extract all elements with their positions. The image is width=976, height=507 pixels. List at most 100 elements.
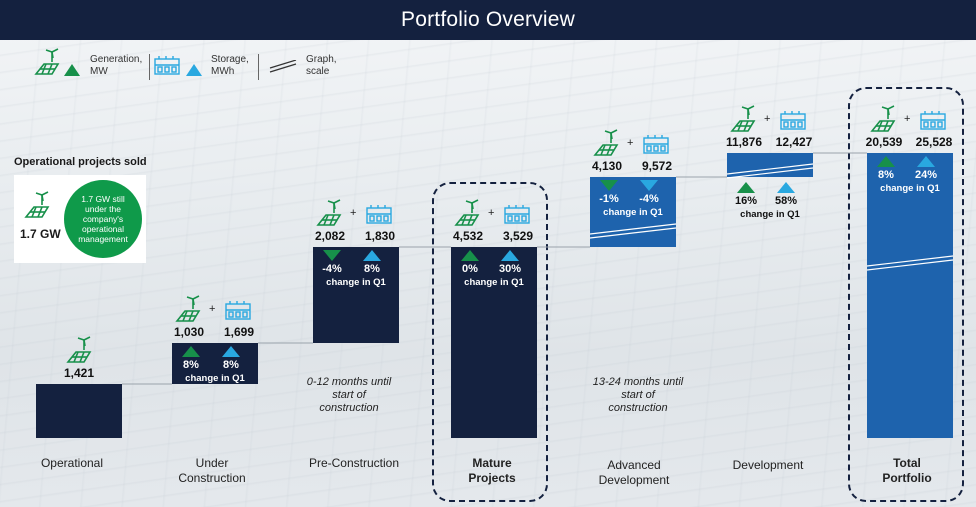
battery-storage-icon bbox=[366, 205, 392, 224]
category-label: Under Construction bbox=[178, 456, 246, 485]
change-label: change in Q1 bbox=[603, 207, 663, 218]
change-generation: 8% bbox=[183, 359, 199, 371]
storage-value: 12,427 bbox=[775, 135, 813, 149]
plus-sign: + bbox=[764, 113, 771, 125]
change-down-triangle-icon bbox=[323, 250, 341, 261]
generation-value: 4,532 bbox=[452, 229, 484, 243]
storage-triangle-icon bbox=[186, 64, 202, 76]
timeline-note: 13-24 months until start of construction bbox=[592, 376, 684, 414]
storage-value: 25,528 bbox=[915, 135, 953, 149]
scale-break-mark bbox=[589, 223, 677, 239]
legend-divider bbox=[258, 54, 259, 80]
bar bbox=[451, 247, 537, 438]
storage-value: 1,830 bbox=[364, 229, 396, 243]
change-generation: -4% bbox=[322, 263, 342, 275]
change-up-triangle-icon bbox=[461, 250, 479, 261]
solar-wind-icon bbox=[66, 336, 92, 363]
sold-note: 1.7 GW still under the company's operati… bbox=[78, 194, 128, 244]
category-label: Total Portfolio bbox=[882, 456, 932, 485]
solar-wind-icon bbox=[24, 191, 50, 218]
solar-wind-icon bbox=[34, 48, 60, 75]
plus-sign: + bbox=[627, 137, 634, 149]
mature-projects-highlight bbox=[432, 182, 548, 502]
change-up-triangle-icon bbox=[917, 156, 935, 167]
scale-break-mark bbox=[866, 255, 954, 271]
battery-storage-icon bbox=[643, 135, 669, 154]
generation-value: 4,130 bbox=[591, 159, 623, 173]
change-down-triangle-icon bbox=[600, 180, 618, 191]
change-up-triangle-icon bbox=[777, 182, 795, 193]
category-label: Operational bbox=[40, 456, 104, 470]
change-storage: 24% bbox=[914, 169, 938, 181]
change-up-triangle-icon bbox=[363, 250, 381, 261]
solar-wind-icon bbox=[316, 199, 342, 226]
battery-storage-icon bbox=[920, 111, 946, 130]
change-up-triangle-icon bbox=[222, 346, 240, 357]
change-storage: 8% bbox=[223, 359, 239, 371]
battery-storage-icon bbox=[154, 56, 180, 75]
storage-value: 3,529 bbox=[502, 229, 534, 243]
bar bbox=[36, 384, 122, 438]
change-up-triangle-icon bbox=[877, 156, 895, 167]
solar-wind-icon bbox=[454, 199, 480, 226]
plus-sign: + bbox=[209, 303, 216, 315]
change-storage: 8% bbox=[364, 263, 380, 275]
bar bbox=[313, 247, 399, 343]
change-up-triangle-icon bbox=[737, 182, 755, 193]
category-label: Development bbox=[732, 458, 804, 472]
plus-sign: + bbox=[904, 113, 911, 125]
plus-sign: + bbox=[350, 207, 357, 219]
change-label: change in Q1 bbox=[464, 277, 524, 288]
timeline-note: 0-12 months until start of construction bbox=[306, 376, 392, 414]
scale-break-mark bbox=[726, 163, 814, 179]
generation-value: 20,539 bbox=[865, 135, 903, 149]
legend-graph-label: Graph, scale bbox=[306, 54, 337, 77]
change-generation: 16% bbox=[734, 195, 758, 207]
solar-wind-icon bbox=[730, 105, 756, 132]
category-label: Advanced Development bbox=[598, 458, 670, 487]
battery-storage-icon bbox=[780, 111, 806, 130]
scale-break-icon bbox=[269, 60, 297, 73]
generation-value: 1,421 bbox=[63, 366, 95, 380]
change-label: change in Q1 bbox=[326, 277, 386, 288]
plus-sign: + bbox=[488, 207, 495, 219]
change-storage: 30% bbox=[498, 263, 522, 275]
page-title: Portfolio Overview bbox=[401, 8, 575, 31]
legend-generation-label: Generation, MW bbox=[90, 54, 143, 77]
legend-storage-label: Storage, MWh bbox=[211, 54, 249, 77]
storage-value: 9,572 bbox=[641, 159, 673, 173]
solar-wind-icon bbox=[175, 295, 201, 322]
storage-value: 1,699 bbox=[223, 325, 255, 339]
change-storage: -4% bbox=[639, 193, 659, 205]
change-up-triangle-icon bbox=[182, 346, 200, 357]
category-label: Mature Projects bbox=[468, 456, 516, 485]
change-label: change in Q1 bbox=[880, 183, 940, 194]
legend: Generation, MW Storage, MWh Graph, scale bbox=[0, 44, 360, 84]
change-label: change in Q1 bbox=[740, 209, 800, 220]
battery-storage-icon bbox=[504, 205, 530, 224]
legend-divider bbox=[149, 54, 150, 80]
sold-gw: 1.7 GW bbox=[20, 227, 61, 241]
change-generation: -1% bbox=[599, 193, 619, 205]
change-generation: 0% bbox=[462, 263, 478, 275]
battery-storage-icon bbox=[225, 301, 251, 320]
change-generation: 8% bbox=[878, 169, 894, 181]
generation-value: 11,876 bbox=[725, 135, 763, 149]
solar-wind-icon bbox=[593, 129, 619, 156]
change-label: change in Q1 bbox=[185, 373, 245, 384]
title-bar: Portfolio Overview bbox=[0, 0, 976, 40]
category-label: Pre-Construction bbox=[308, 456, 400, 470]
generation-value: 1,030 bbox=[173, 325, 205, 339]
change-up-triangle-icon bbox=[501, 250, 519, 261]
total-portfolio-highlight bbox=[848, 87, 964, 502]
sold-circle: 1.7 GW still under the company's operati… bbox=[64, 180, 142, 258]
sold-title: Operational projects sold bbox=[14, 156, 147, 168]
change-storage: 58% bbox=[774, 195, 798, 207]
generation-value: 2,082 bbox=[314, 229, 346, 243]
bar bbox=[867, 153, 953, 438]
sold-box: 1.7 GW 1.7 GW still under the company's … bbox=[14, 175, 146, 263]
change-down-triangle-icon bbox=[640, 180, 658, 191]
solar-wind-icon bbox=[870, 105, 896, 132]
generation-triangle-icon bbox=[64, 64, 80, 76]
